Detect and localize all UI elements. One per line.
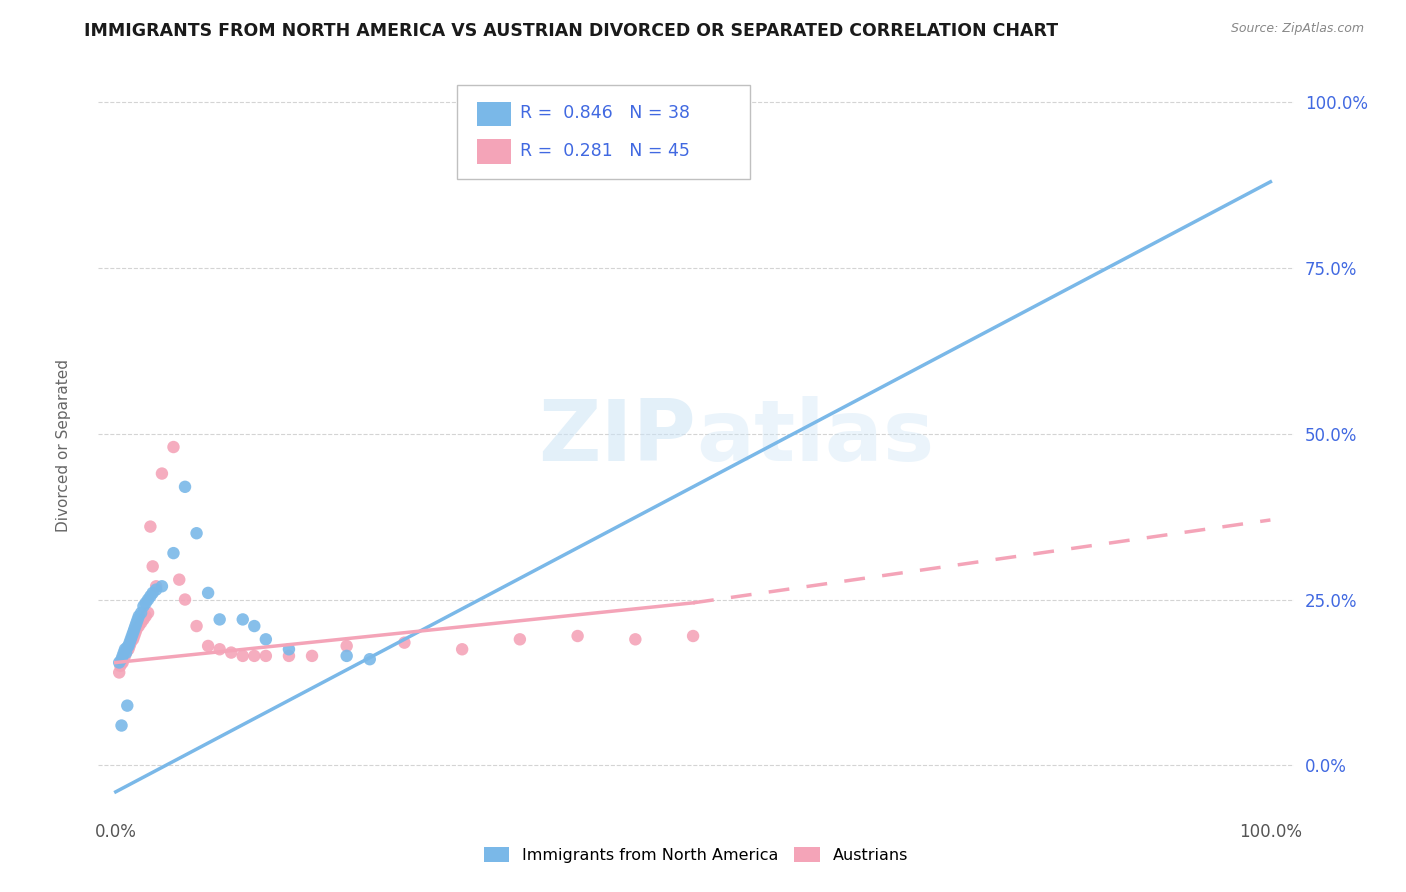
Point: [162, 440, 184, 454]
FancyBboxPatch shape: [457, 85, 749, 178]
Point: [167, 573, 190, 587]
Point: [120, 632, 142, 647]
Text: R =  0.846   N = 38: R = 0.846 N = 38: [520, 103, 690, 122]
Point: [150, 467, 173, 481]
Point: [115, 646, 138, 660]
Point: [124, 625, 146, 640]
Point: [197, 639, 219, 653]
Point: [278, 642, 301, 657]
Point: [135, 609, 157, 624]
Point: [114, 642, 136, 657]
Point: [122, 632, 145, 647]
Point: [110, 656, 132, 670]
Point: [509, 632, 531, 647]
Point: [132, 599, 155, 614]
Point: [129, 615, 152, 630]
Point: [122, 625, 145, 640]
FancyBboxPatch shape: [477, 139, 510, 164]
Text: Divorced or Separated: Divorced or Separated: [56, 359, 70, 533]
Point: [336, 639, 359, 653]
Point: [121, 629, 143, 643]
Point: [128, 619, 150, 633]
Point: [208, 642, 231, 657]
Point: [139, 589, 162, 603]
Point: [135, 596, 157, 610]
Point: [127, 612, 149, 626]
Point: [112, 648, 135, 663]
Point: [243, 619, 266, 633]
Point: [129, 606, 152, 620]
Point: [121, 632, 143, 647]
Point: [336, 648, 359, 663]
Point: [122, 623, 145, 637]
Point: [278, 648, 301, 663]
Point: [394, 635, 416, 649]
Point: [142, 559, 165, 574]
Point: [125, 623, 148, 637]
Point: [108, 665, 131, 680]
Point: [124, 619, 146, 633]
Point: [624, 632, 647, 647]
Text: atlas: atlas: [696, 395, 934, 479]
Point: [208, 612, 231, 626]
Legend: Immigrants from North America, Austrians: Immigrants from North America, Austrians: [479, 842, 912, 867]
Point: [232, 612, 254, 626]
Point: [136, 592, 159, 607]
Point: [150, 579, 173, 593]
Point: [114, 648, 136, 663]
Point: [197, 586, 219, 600]
Point: [186, 619, 208, 633]
Point: [139, 519, 162, 533]
Point: [174, 480, 197, 494]
Point: [118, 635, 141, 649]
Point: [132, 612, 155, 626]
Point: [117, 640, 139, 655]
Point: [682, 629, 704, 643]
Point: [451, 642, 474, 657]
Point: [118, 639, 141, 653]
Point: [186, 526, 208, 541]
Point: [117, 642, 139, 657]
Point: [145, 579, 167, 593]
Point: [219, 646, 242, 660]
Point: [359, 652, 381, 666]
Text: ZIP: ZIP: [538, 395, 696, 479]
Point: [111, 652, 134, 666]
Point: [232, 648, 254, 663]
Point: [120, 635, 142, 649]
Point: [243, 648, 266, 663]
Point: [110, 718, 132, 732]
Point: [301, 648, 323, 663]
Point: [254, 632, 277, 647]
Point: [145, 582, 167, 597]
Point: [111, 656, 134, 670]
Point: [110, 652, 132, 666]
Point: [142, 586, 165, 600]
Point: [111, 648, 134, 663]
Point: [115, 646, 138, 660]
Point: [117, 642, 139, 657]
Point: [117, 639, 139, 653]
Point: [162, 546, 184, 560]
Point: [112, 646, 135, 660]
Point: [122, 629, 145, 643]
Point: [110, 658, 132, 673]
Point: [108, 656, 131, 670]
Point: [125, 615, 148, 630]
Point: [128, 609, 150, 624]
Point: [254, 648, 277, 663]
Point: [136, 606, 159, 620]
FancyBboxPatch shape: [477, 102, 510, 127]
Point: [567, 629, 589, 643]
Text: Source: ZipAtlas.com: Source: ZipAtlas.com: [1230, 22, 1364, 36]
Point: [174, 592, 197, 607]
Text: IMMIGRANTS FROM NORTH AMERICA VS AUSTRIAN DIVORCED OR SEPARATED CORRELATION CHAR: IMMIGRANTS FROM NORTH AMERICA VS AUSTRIA…: [84, 22, 1059, 40]
Text: R =  0.281   N = 45: R = 0.281 N = 45: [520, 142, 690, 160]
Point: [117, 698, 139, 713]
